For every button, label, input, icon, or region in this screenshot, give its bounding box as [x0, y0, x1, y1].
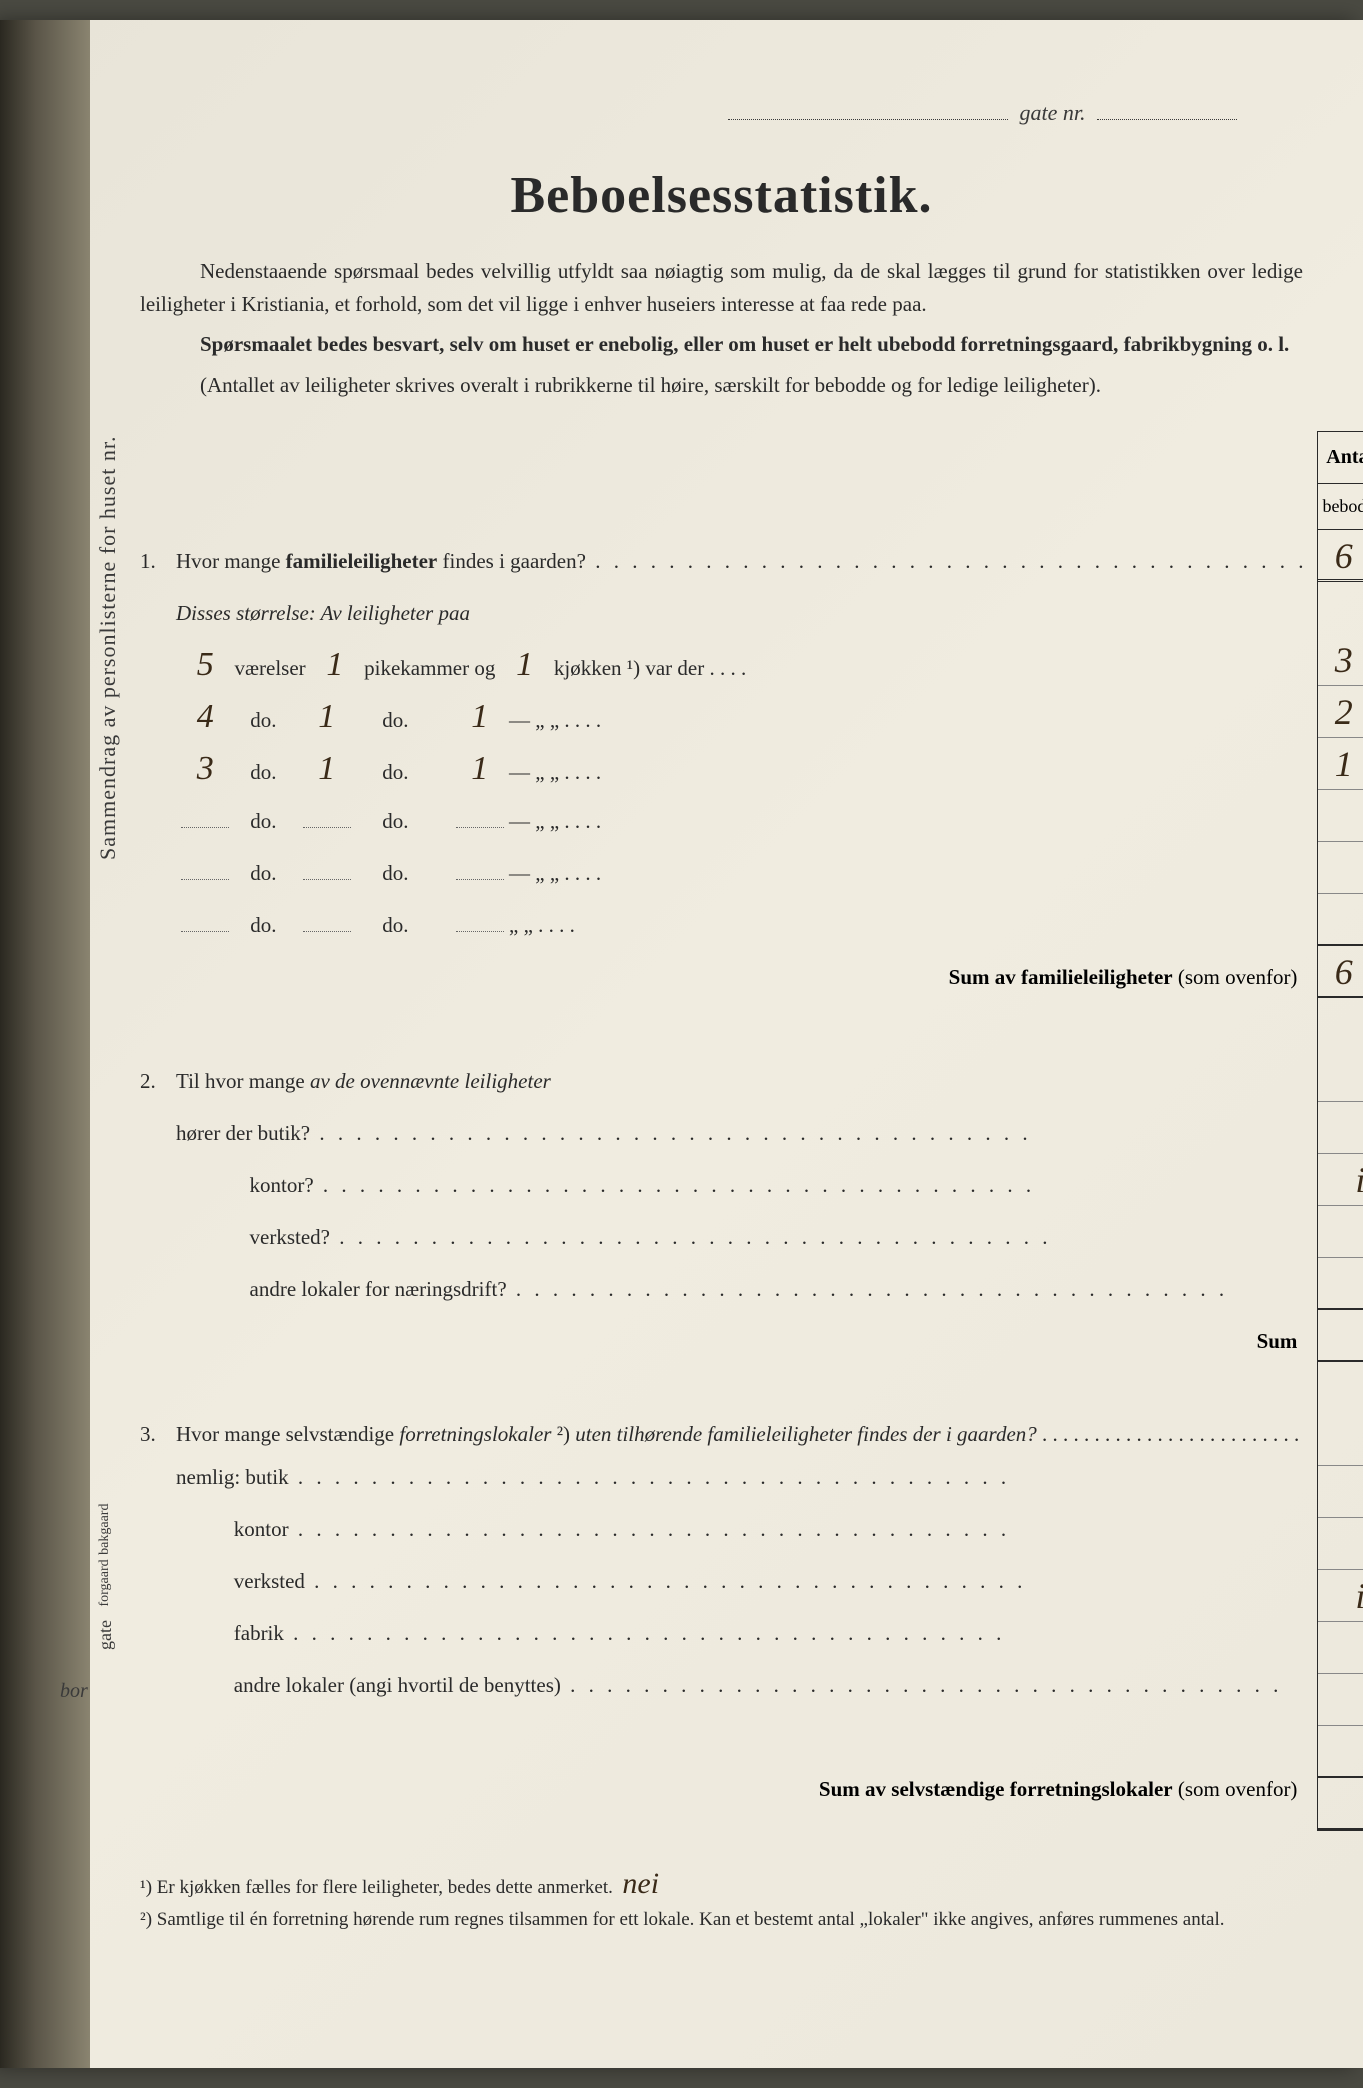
q2-line: 2.Til hvor mange av de ovennævnte leilig… — [140, 1055, 1307, 1107]
questions-column: 1.Hvor mange familieleiligheter findes i… — [140, 431, 1317, 1831]
q2-sub-3: andre lokaler for næringsdrift? — [140, 1263, 1307, 1315]
q2-data-1 — [1318, 1102, 1363, 1154]
intro-text-1: Nedenstaaende spørsmaal bedes velvillig … — [140, 259, 1303, 316]
margin-forgaard: forgaard — [97, 1559, 112, 1606]
q2-sub-1: kontor? — [140, 1159, 1307, 1211]
q1-data-0: 3«3 — [1318, 634, 1363, 686]
footnote-1: ¹) Er kjøkken fælles for flere leilighet… — [140, 1861, 1303, 1906]
blank-row — [1318, 582, 1363, 634]
gate-nr-label: gate nr. — [1020, 100, 1086, 125]
q2-data-0 — [1318, 1050, 1363, 1102]
q2-sub-2: verksted? — [140, 1211, 1307, 1263]
table-header: Antal leiligheter — [1318, 432, 1363, 484]
q1-row-5: do. do. „ „ . . . . — [140, 899, 1307, 951]
q3-data-5 — [1318, 1674, 1363, 1726]
q1-row-0: 5 værelser 1 pikekammer og 1 kjøkken ¹) … — [140, 639, 1307, 691]
footnote-2: ²) Samtlige til én forretning hørende ru… — [140, 1906, 1303, 1935]
q1-sum-row: 6«6 — [1318, 946, 1363, 998]
q3-sub-4: andre lokaler (angi hvortil de benyttes) — [140, 1659, 1307, 1711]
q1-data-1: 2«2 — [1318, 686, 1363, 738]
intro-para-2: Spørsmaalet bedes besvart, selv om huset… — [140, 328, 1303, 361]
q2-data-2: ingen — [1318, 1154, 1363, 1206]
q3-sub-2: verksted — [140, 1555, 1307, 1607]
q2-sum-label: Sum — [140, 1315, 1307, 1367]
document-page: Sammendrag av personlisterne for huset n… — [0, 20, 1363, 2068]
q2-data-4 — [1318, 1258, 1363, 1310]
header-line: gate nr. — [140, 100, 1303, 126]
q3-data-4 — [1318, 1622, 1363, 1674]
q1-data-2: 1«1 — [1318, 738, 1363, 790]
margin-bor: bor — [60, 1680, 88, 1703]
margin-text-main: Sammendrag av personlisterne for huset n… — [95, 160, 121, 860]
q1-total-row: 6«6 — [1318, 530, 1363, 582]
q3-data-1 — [1318, 1466, 1363, 1518]
footnotes: ¹) Er kjøkken fælles for flere leilighet… — [140, 1861, 1303, 1935]
q1-subtitle: Disses størrelse: Av leiligheter paa — [140, 587, 1307, 639]
table-column: Antal leiligheter bebodde ledige ialt 6«… — [1317, 431, 1363, 1831]
blank-row — [1318, 998, 1363, 1050]
q2-data-3 — [1318, 1206, 1363, 1258]
q1-row-1: 4 do. 1 do. 1 — „ „ . . . . — [140, 691, 1307, 743]
q3-sum-row — [1318, 1778, 1363, 1830]
margin-text-gate: gate forgaard bakgaard — [95, 1450, 116, 1650]
intro-text-3: (Antallet av leiligheter skrives overalt… — [200, 373, 1101, 397]
intro-para-3: (Antallet av leiligheter skrives overalt… — [140, 369, 1303, 402]
q3-sub-0: nemlig: butik — [140, 1451, 1307, 1503]
q3-data-0 — [1318, 1414, 1363, 1466]
q3-sum-label: Sum av selvstændige forretningslokaler (… — [140, 1763, 1307, 1815]
q1-data-3 — [1318, 790, 1363, 842]
book-binding — [0, 20, 90, 2068]
q1-data-4 — [1318, 842, 1363, 894]
q1-data-5 — [1318, 894, 1363, 946]
q2-sum-row — [1318, 1310, 1363, 1362]
q2-sub-0: hører der butik? — [140, 1107, 1307, 1159]
intro-text-2: Spørsmaalet bedes besvart, selv om huset… — [200, 332, 1289, 356]
q3-data-3: ingen — [1318, 1570, 1363, 1622]
col-bebodde: bebodde — [1318, 484, 1363, 529]
intro-para-1: Nedenstaaende spørsmaal bedes velvillig … — [140, 255, 1303, 320]
q3-data-6 — [1318, 1726, 1363, 1778]
q3-line: 3.Hvor mange selvstændige forretningslok… — [140, 1419, 1307, 1451]
margin-gate-label: gate — [95, 1620, 115, 1650]
q3-sub-3: fabrik — [140, 1607, 1307, 1659]
q1-row-4: do. do. — „ „ . . . . — [140, 847, 1307, 899]
margin-bakgaard: bakgaard — [97, 1504, 112, 1555]
q1-sum-label: Sum av familieleiligheter (som ovenfor) — [140, 951, 1307, 1003]
q1-row-2: 3 do. 1 do. 1 — „ „ . . . . — [140, 743, 1307, 795]
table-subheader: bebodde ledige ialt — [1318, 484, 1363, 530]
page-title: Beboelsesstatistik. — [140, 166, 1303, 225]
q1-line: 1.Hvor mange familieleiligheter findes i… — [140, 535, 1307, 587]
blank-row — [1318, 1362, 1363, 1414]
q3-data-2 — [1318, 1518, 1363, 1570]
q1-row-3: do. do. — „ „ . . . . — [140, 795, 1307, 847]
main-content: 1.Hvor mange familieleiligheter findes i… — [140, 431, 1303, 1831]
q3-sub-1: kontor — [140, 1503, 1307, 1555]
